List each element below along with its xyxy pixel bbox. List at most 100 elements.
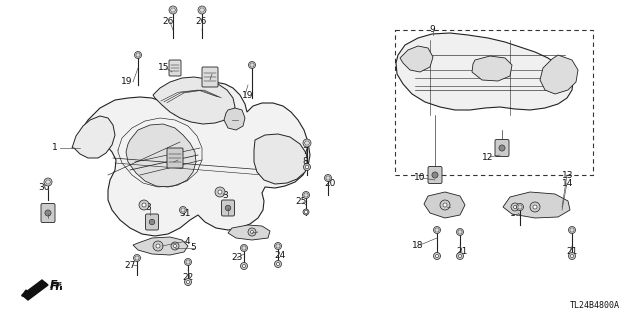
Circle shape	[303, 209, 309, 215]
FancyBboxPatch shape	[167, 148, 183, 168]
Polygon shape	[503, 192, 570, 218]
Text: 15: 15	[204, 70, 216, 78]
Polygon shape	[400, 46, 433, 72]
Circle shape	[275, 242, 282, 249]
FancyBboxPatch shape	[169, 60, 181, 76]
Text: 14: 14	[563, 179, 573, 188]
Circle shape	[303, 164, 310, 170]
Circle shape	[173, 244, 177, 248]
Circle shape	[241, 244, 248, 251]
FancyBboxPatch shape	[221, 200, 234, 216]
Circle shape	[184, 278, 191, 286]
Circle shape	[248, 62, 255, 69]
Text: 30: 30	[38, 183, 50, 192]
Text: 21: 21	[456, 248, 468, 256]
Polygon shape	[254, 134, 308, 184]
Circle shape	[305, 165, 309, 169]
Polygon shape	[153, 77, 235, 124]
Text: 25: 25	[295, 197, 307, 206]
Circle shape	[134, 255, 141, 262]
Circle shape	[435, 255, 438, 257]
Circle shape	[568, 226, 575, 234]
FancyBboxPatch shape	[202, 67, 218, 87]
Circle shape	[568, 253, 575, 259]
Text: 19: 19	[243, 91, 253, 100]
Text: 27: 27	[124, 261, 136, 270]
FancyBboxPatch shape	[41, 204, 55, 222]
Text: 13: 13	[563, 170, 573, 180]
Text: 2: 2	[225, 204, 231, 213]
Circle shape	[530, 202, 540, 212]
Circle shape	[156, 244, 160, 248]
Circle shape	[570, 255, 573, 257]
Text: 16: 16	[224, 115, 236, 124]
Text: 4: 4	[184, 236, 190, 246]
Circle shape	[248, 228, 256, 236]
Circle shape	[215, 187, 225, 197]
Polygon shape	[126, 124, 196, 187]
Circle shape	[433, 253, 440, 259]
Circle shape	[440, 200, 450, 210]
Text: 22: 22	[182, 273, 194, 283]
Text: 3: 3	[222, 190, 228, 199]
Circle shape	[134, 51, 141, 58]
Circle shape	[153, 241, 163, 251]
Circle shape	[499, 145, 505, 151]
Circle shape	[142, 203, 146, 207]
Circle shape	[184, 258, 191, 265]
Circle shape	[139, 200, 149, 210]
Circle shape	[324, 174, 332, 182]
Polygon shape	[133, 237, 188, 255]
Circle shape	[225, 205, 231, 211]
Text: 3: 3	[145, 203, 151, 211]
Circle shape	[511, 203, 519, 211]
Text: Fr.: Fr.	[50, 282, 65, 292]
Text: 21: 21	[566, 248, 578, 256]
Circle shape	[275, 261, 282, 268]
Circle shape	[169, 6, 177, 14]
Text: 24: 24	[275, 250, 285, 259]
Text: 12: 12	[483, 152, 493, 161]
Text: 8: 8	[302, 157, 308, 166]
Circle shape	[250, 231, 253, 234]
Circle shape	[303, 191, 310, 198]
Circle shape	[432, 172, 438, 178]
Circle shape	[513, 205, 516, 209]
Polygon shape	[75, 82, 310, 236]
Circle shape	[218, 190, 222, 194]
Circle shape	[171, 242, 179, 250]
Text: 9: 9	[429, 26, 435, 34]
Text: 5: 5	[190, 243, 196, 253]
Polygon shape	[22, 280, 48, 300]
FancyBboxPatch shape	[428, 167, 442, 183]
Polygon shape	[224, 108, 245, 130]
Text: 7: 7	[302, 147, 308, 157]
Text: 1: 1	[52, 144, 58, 152]
Polygon shape	[424, 192, 465, 218]
Circle shape	[149, 219, 155, 225]
Text: 20: 20	[324, 180, 336, 189]
Text: Fr.: Fr.	[50, 280, 65, 290]
Circle shape	[533, 205, 537, 209]
Text: 19: 19	[121, 78, 132, 86]
Circle shape	[276, 263, 280, 265]
Circle shape	[516, 204, 524, 211]
Circle shape	[456, 253, 463, 259]
Circle shape	[243, 264, 246, 268]
Circle shape	[303, 139, 311, 147]
FancyBboxPatch shape	[145, 214, 159, 230]
Circle shape	[186, 280, 189, 284]
Text: 17: 17	[510, 209, 522, 218]
FancyBboxPatch shape	[495, 139, 509, 157]
Polygon shape	[72, 116, 115, 158]
Polygon shape	[540, 55, 578, 94]
Circle shape	[45, 210, 51, 216]
Text: 18: 18	[412, 241, 424, 249]
Text: 2: 2	[145, 218, 151, 226]
Text: 31: 31	[179, 209, 191, 218]
Text: 29: 29	[172, 155, 184, 165]
Text: 11: 11	[439, 203, 451, 211]
Text: 26: 26	[195, 18, 207, 26]
Text: 28: 28	[40, 210, 52, 219]
Circle shape	[44, 178, 52, 186]
